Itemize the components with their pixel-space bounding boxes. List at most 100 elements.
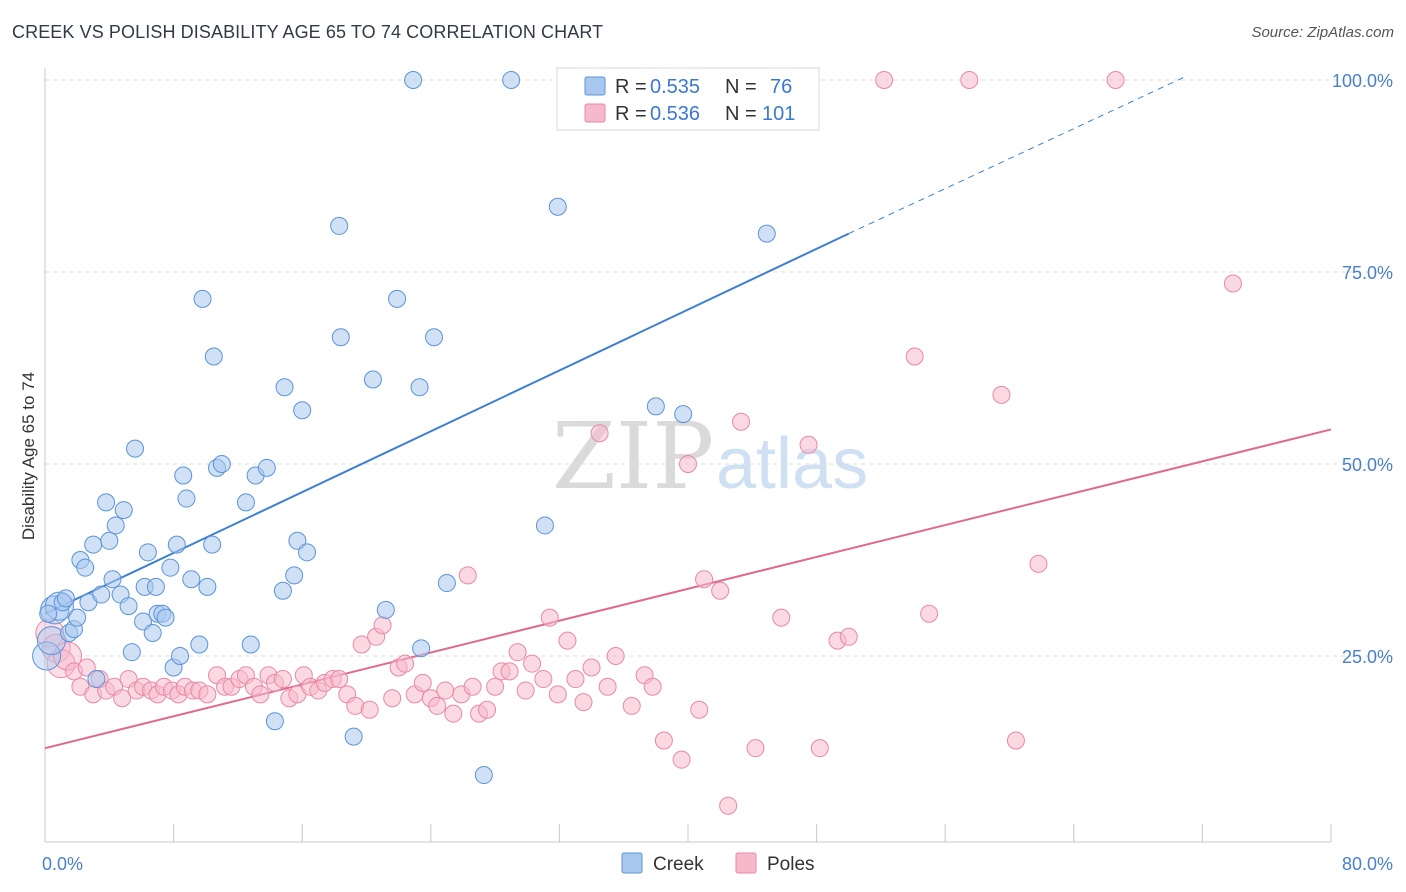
legend-poles-n-value: 101 [762,103,795,125]
creek-point-24 [134,612,153,631]
stats-legend: R = 0.535 N = 76 R = 0.536 N = 101 [556,67,820,131]
poles-point-91 [799,435,818,454]
creek-point-46 [236,493,255,512]
legend-poles-r-value: 0.536 [650,103,700,125]
poles-point-59 [463,677,482,696]
creek-point-39 [190,635,209,654]
axes [44,68,1332,843]
creek-point-63 [404,71,423,89]
creek-point-62 [388,289,407,308]
poles-point-100 [1006,731,1025,750]
creek-point-72 [646,397,665,416]
creek-point-54 [288,531,307,550]
poles-point-98 [960,71,979,89]
poles-point-47 [373,616,392,635]
poles-point-90 [772,608,791,627]
poles-point-102 [1106,71,1125,89]
creek-point-13 [87,670,106,689]
creek-point-10 [76,558,95,577]
poles-point-67 [523,654,542,673]
creek-point-35 [171,647,190,665]
creek-point-41 [198,577,217,596]
creek-point-14 [92,585,111,604]
watermark: ZIP atlas [552,403,868,510]
creek-point-53 [285,566,304,585]
poles-point-6 [77,658,96,677]
poles-point-71 [558,631,577,650]
creek-point-27 [143,623,162,642]
creek-point-32 [161,558,180,577]
creek-point-5 [56,589,75,608]
poles-point-70 [548,685,567,704]
creek-point-47 [241,635,260,654]
poles-point-84 [690,700,709,719]
legend-swatch-creek [584,76,606,96]
x-tick-label-1: 80.0% [1342,854,1393,874]
poles-point-82 [672,750,691,769]
creek-point-50 [265,712,284,731]
poles-point-87 [719,796,738,815]
creek-point-61 [376,600,395,619]
x-tick-label-0: 0.0% [42,854,83,874]
y-tick-label-0: 25.0% [1342,647,1393,667]
poles-point-88 [732,412,751,431]
poles-point-64 [500,662,519,681]
creek-point-18 [106,516,125,535]
creek-point-71 [548,197,567,216]
creek-point-31 [156,608,175,627]
poles-point-50 [396,654,415,673]
poles-points [35,71,1242,815]
poles-point-77 [606,647,625,665]
y-tick-labels: 25.0% 50.0% 75.0% 100.0% [1332,71,1393,667]
poles-point-65 [508,643,527,662]
creek-point-28 [146,577,165,596]
poles-point-92 [810,739,829,758]
poles-point-81 [654,731,673,750]
y-axis-label: Disability Age 65 to 74 [19,372,38,540]
legend-creek-n-value: 76 [770,76,792,98]
poles-point-58 [458,566,477,585]
creek-point-42 [203,535,222,554]
poles-point-55 [436,681,455,700]
poles-point-69 [540,608,559,627]
creek-point-75 [39,604,58,623]
creek-point-20 [114,501,133,520]
poles-point-72 [566,670,585,689]
creek-point-34 [167,535,186,554]
poles-point-97 [920,604,939,623]
poles-point-61 [478,700,497,719]
chart-title: CREEK VS POLISH DISABILITY AGE 65 TO 74 … [12,22,604,42]
creek-point-59 [344,727,363,746]
poles-point-56 [444,704,463,723]
y-tick-label-3: 100.0% [1332,71,1393,91]
legend-creek-n-label: N = [725,76,757,98]
creek-point-21 [119,597,138,616]
poles-point-94 [839,627,858,646]
creek-point-17 [103,570,122,589]
creek-point-23 [126,439,145,458]
creek-point-57 [330,216,349,235]
poles-point-66 [516,681,535,700]
poles-point-48 [383,689,402,708]
poles-point-44 [352,635,371,654]
legend-swatch-poles [584,103,606,123]
poles-point-78 [622,696,641,715]
creek-point-60 [363,370,382,389]
poles-point-96 [905,347,924,366]
series-legend: Creek Poles [621,852,815,875]
poles-point-76 [598,677,617,696]
creek-point-73 [674,405,693,424]
y-tick-label-2: 75.0% [1342,263,1393,283]
poles-point-86 [711,581,730,600]
creek-point-65 [412,639,431,658]
poles-point-74 [582,658,601,677]
poles-point-95 [875,71,894,89]
creek-point-64 [410,378,429,397]
creek-point-26 [138,543,157,562]
poles-point-54 [428,696,447,715]
poles-point-62 [486,677,505,696]
x-tick-labels: 0.0% 80.0% [42,854,1393,874]
creek-point-66 [425,328,444,347]
poles-point-41 [330,670,349,689]
creek-points [32,71,776,785]
